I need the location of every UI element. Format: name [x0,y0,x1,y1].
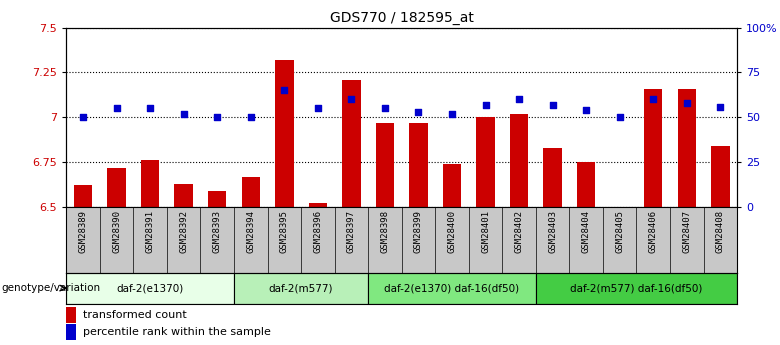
Text: GSM28396: GSM28396 [314,210,322,253]
Text: GSM28392: GSM28392 [179,210,188,253]
Bar [234,273,368,304]
Text: GSM28407: GSM28407 [682,210,691,253]
Text: daf-2(e1370) daf-16(df50): daf-2(e1370) daf-16(df50) [385,283,519,293]
Point [714,104,727,109]
Bar [208,191,226,207]
Text: GSM28397: GSM28397 [347,210,356,253]
Text: GSM28406: GSM28406 [649,210,658,253]
Text: GSM28394: GSM28394 [246,210,255,253]
Bar [678,89,696,207]
Text: GSM28405: GSM28405 [615,210,624,253]
Text: daf-2(e1370): daf-2(e1370) [116,283,184,293]
Bar [141,160,159,207]
Bar [536,273,737,304]
Point [76,115,90,120]
Text: GSM28399: GSM28399 [414,210,423,253]
Point [144,106,156,111]
Bar [242,177,260,207]
Title: GDS770 / 182595_at: GDS770 / 182595_at [330,11,473,25]
Point [513,97,526,102]
Bar [275,60,293,207]
Text: GSM28402: GSM28402 [515,210,523,253]
Point [177,111,190,117]
Bar [66,273,234,304]
Bar [544,148,562,207]
Text: GSM28401: GSM28401 [481,210,490,253]
Text: GSM28390: GSM28390 [112,210,121,253]
Bar [644,89,662,207]
Bar [175,184,193,207]
Point [647,97,660,102]
Text: GSM28391: GSM28391 [146,210,154,253]
Point [446,111,459,117]
Point [580,107,593,113]
Bar [711,146,729,207]
Bar [108,168,126,207]
Point [379,106,391,111]
Text: genotype/variation: genotype/variation [2,283,101,293]
Bar [309,204,327,207]
Point [412,109,424,115]
Bar [577,162,595,207]
Text: GSM28389: GSM28389 [79,210,87,253]
Bar [410,123,427,207]
Bar [611,207,629,268]
Point [479,102,492,108]
Point [278,88,290,93]
Point [111,106,123,111]
Text: daf-2(m577) daf-16(df50): daf-2(m577) daf-16(df50) [570,283,703,293]
Text: GSM28393: GSM28393 [213,210,222,253]
Bar [477,117,495,207]
Text: transformed count: transformed count [83,310,186,320]
Text: GSM28398: GSM28398 [381,210,389,253]
Bar [368,273,536,304]
Text: GSM28400: GSM28400 [448,210,456,253]
Bar [376,123,394,207]
Point [211,115,224,120]
Bar [74,186,92,207]
Bar [342,80,360,207]
Point [680,100,693,106]
Point [546,102,558,108]
Bar [443,164,461,207]
Point [244,115,257,120]
Text: GSM28403: GSM28403 [548,210,557,253]
Point [614,115,626,120]
Text: percentile rank within the sample: percentile rank within the sample [83,327,271,337]
Point [345,97,357,102]
Text: daf-2(m577): daf-2(m577) [269,283,333,293]
Bar [510,114,528,207]
Text: GSM28395: GSM28395 [280,210,289,253]
Point [312,106,324,111]
Text: GSM28408: GSM28408 [716,210,725,253]
Text: GSM28404: GSM28404 [582,210,590,253]
